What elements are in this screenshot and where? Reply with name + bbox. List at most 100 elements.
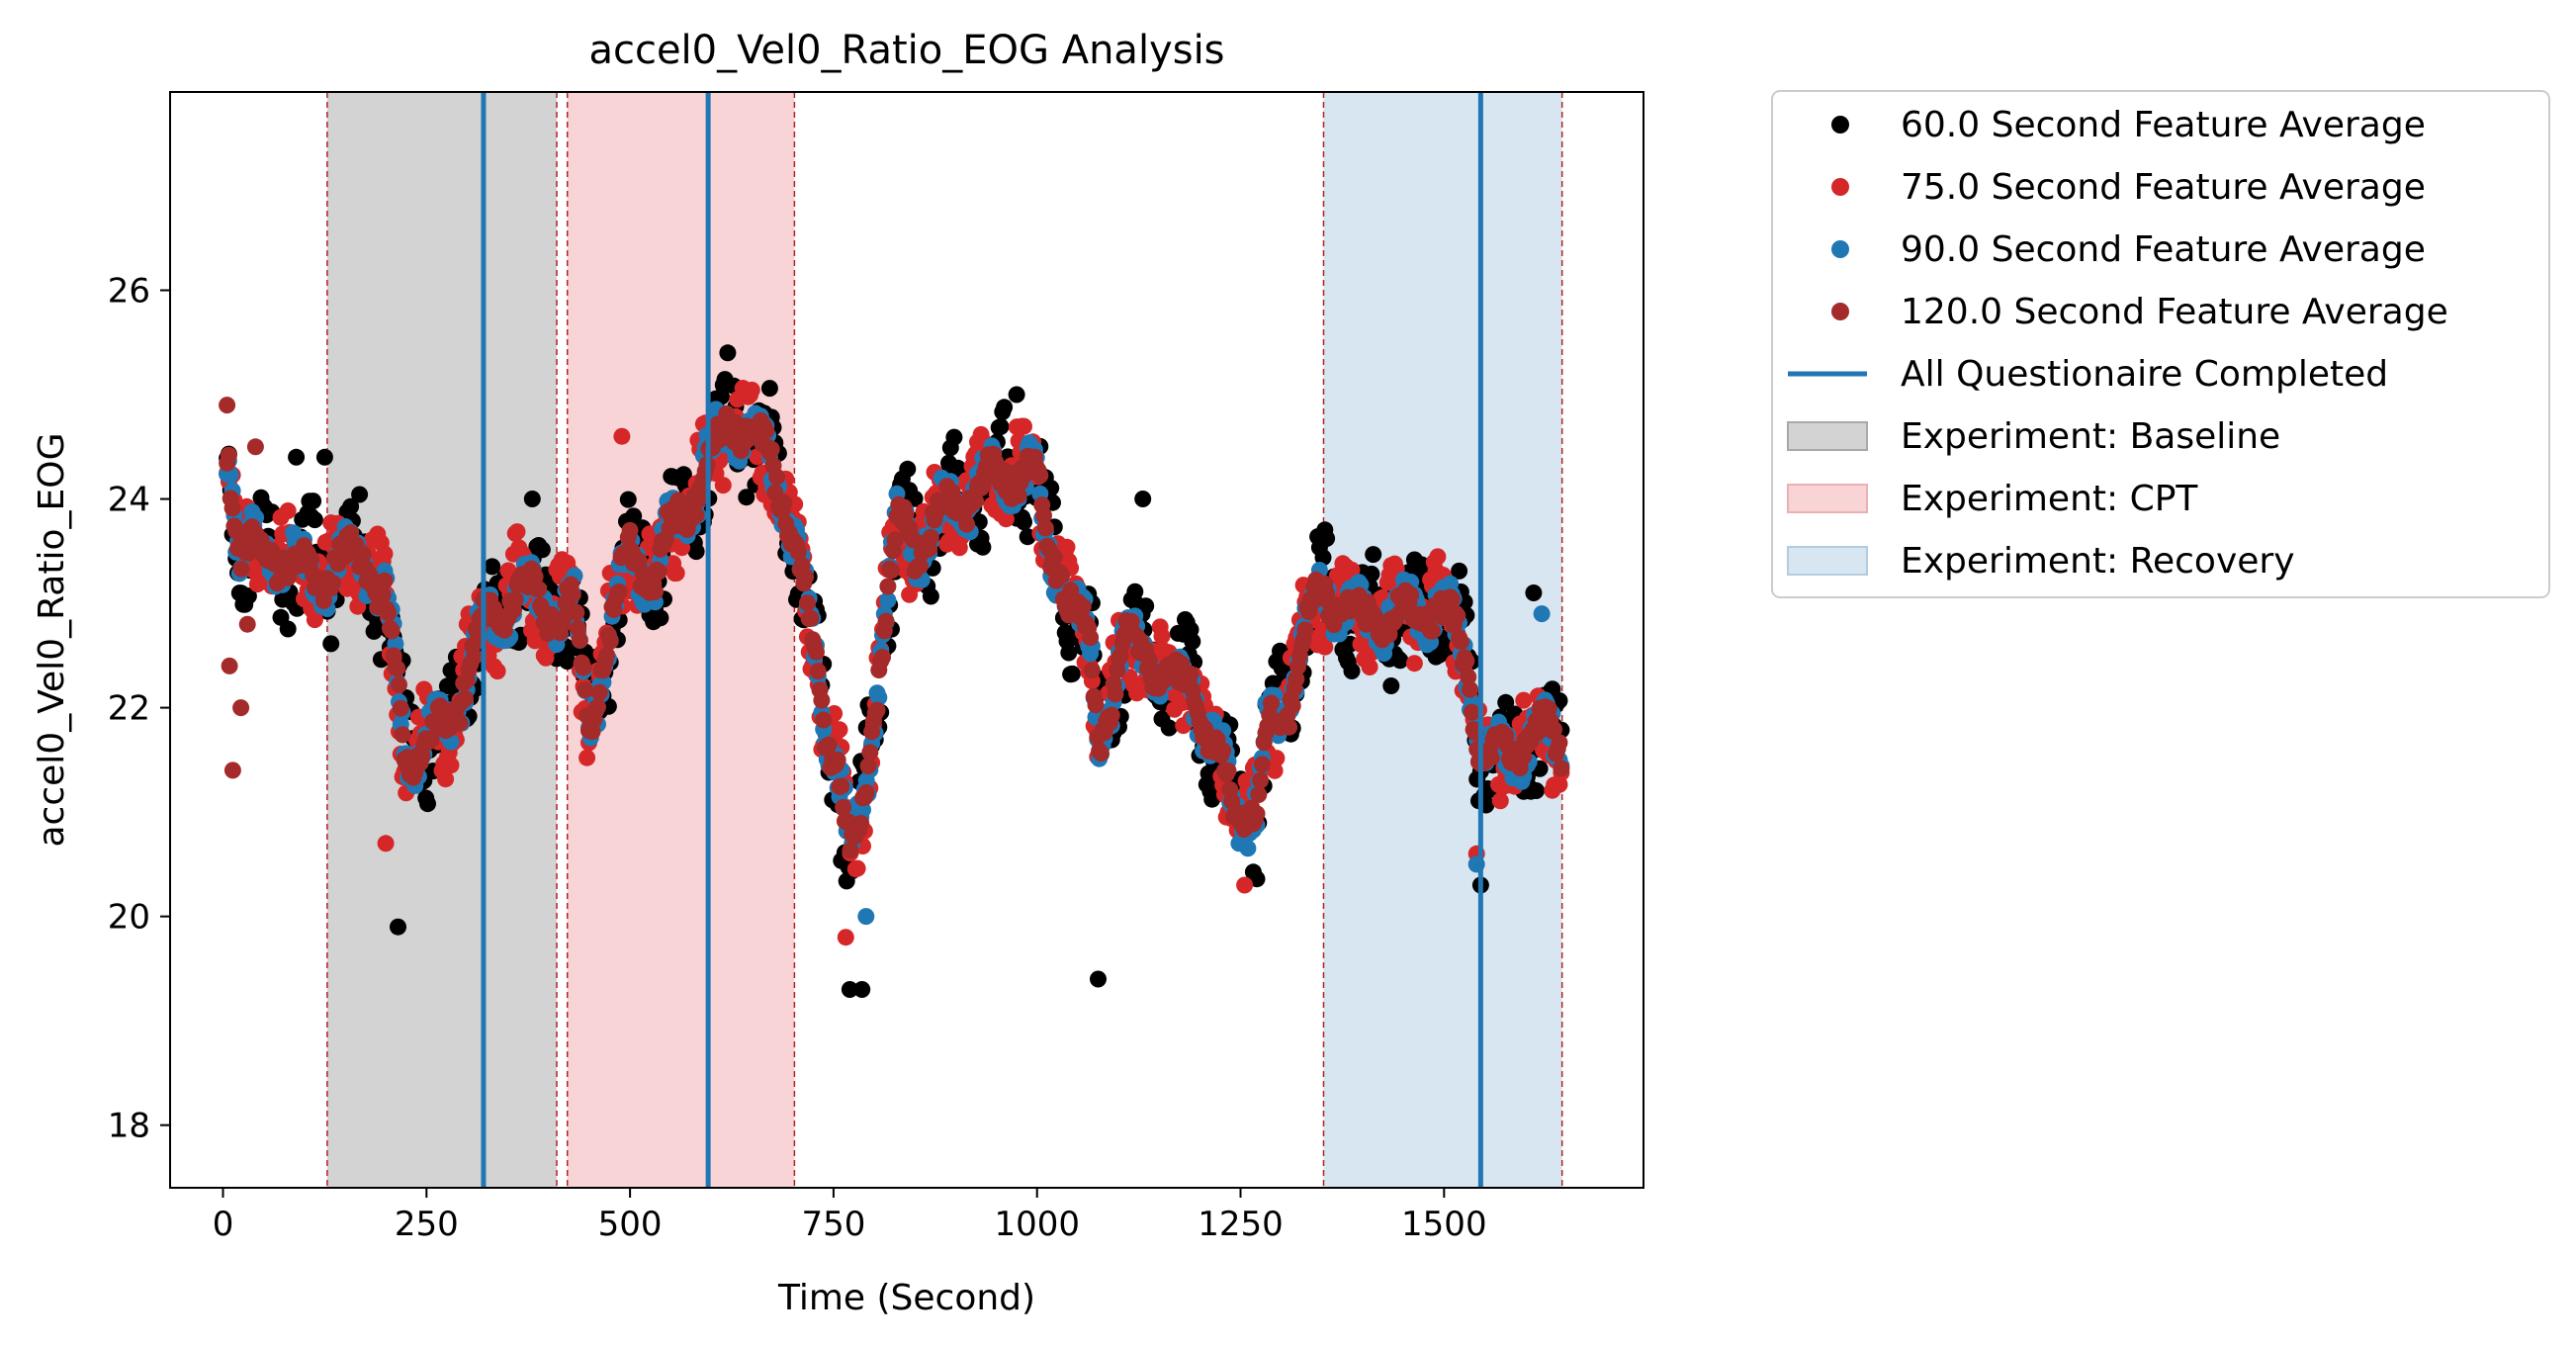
data-point-s120 xyxy=(1551,734,1568,752)
data-point-s60 xyxy=(719,344,737,362)
data-point-s120 xyxy=(897,505,915,523)
data-point-s60 xyxy=(992,417,1010,435)
data-point-s120 xyxy=(506,590,524,608)
scatter-points xyxy=(219,344,1570,998)
data-point-s60 xyxy=(1063,665,1081,682)
data-point-s120 xyxy=(590,683,608,701)
data-point-s120 xyxy=(303,550,320,568)
data-point-s60 xyxy=(1451,562,1468,580)
data-point-s75 xyxy=(1153,627,1171,645)
data-point-s120 xyxy=(883,562,900,580)
data-point-s75 xyxy=(376,545,394,563)
data-point-s60 xyxy=(306,511,323,529)
data-point-s120 xyxy=(833,777,850,795)
data-point-s120 xyxy=(813,691,831,709)
data-point-s90 xyxy=(870,688,888,706)
data-point-s120 xyxy=(762,440,780,458)
data-point-s60 xyxy=(1184,633,1201,651)
data-point-s120 xyxy=(1248,805,1266,823)
data-point-s75 xyxy=(997,510,1015,528)
data-point-s75 xyxy=(489,663,506,680)
data-point-s120 xyxy=(1010,487,1027,504)
data-point-s120 xyxy=(466,648,483,666)
data-point-s75 xyxy=(377,835,395,852)
data-point-s120 xyxy=(886,531,904,549)
data-point-s120 xyxy=(1296,621,1314,639)
data-point-s60 xyxy=(419,795,436,813)
data-point-s60 xyxy=(1528,782,1545,799)
data-point-s75 xyxy=(1268,750,1286,767)
data-point-s120 xyxy=(1281,718,1298,736)
data-point-s60 xyxy=(288,448,306,466)
data-point-s120 xyxy=(1263,694,1280,712)
data-point-s120 xyxy=(391,675,407,693)
legend-label-75s: 75.0 Second Feature Average xyxy=(1901,167,2426,208)
data-point-s120 xyxy=(1460,669,1477,685)
data-point-s120 xyxy=(1053,567,1071,584)
y-axis-ticks: 18 20 22 24 26 xyxy=(108,271,170,1146)
data-point-s75 xyxy=(1429,548,1447,566)
data-point-s75 xyxy=(1016,417,1032,435)
data-point-s120 xyxy=(219,397,236,414)
x-tick-label: 1500 xyxy=(1401,1205,1487,1244)
data-point-s120 xyxy=(232,560,250,578)
data-point-s75 xyxy=(1236,876,1254,894)
data-point-s120 xyxy=(802,609,820,627)
data-point-s120 xyxy=(221,657,238,674)
data-point-s60 xyxy=(853,981,871,998)
data-point-s120 xyxy=(877,612,895,630)
data-point-s120 xyxy=(835,799,852,816)
data-point-s75 xyxy=(578,749,596,766)
x-tick-label: 1250 xyxy=(1198,1205,1284,1244)
data-point-s120 xyxy=(1074,597,1092,615)
data-point-s120 xyxy=(232,699,250,717)
data-point-s120 xyxy=(1284,697,1301,715)
data-point-s120 xyxy=(223,499,241,517)
legend-swatch-baseline xyxy=(1787,421,1868,451)
legend-marker-60s xyxy=(1831,116,1849,134)
legend-label-baseline: Experiment: Baseline xyxy=(1901,416,2280,457)
data-point-s60 xyxy=(390,918,406,936)
data-point-s120 xyxy=(797,568,815,585)
data-point-s60 xyxy=(1363,565,1380,583)
legend-marker-75s xyxy=(1831,178,1849,196)
legend-label-questionnaire: All Questionaire Completed xyxy=(1901,354,2388,395)
data-point-s75 xyxy=(743,381,760,399)
y-tick-label: 24 xyxy=(108,481,150,520)
data-point-s120 xyxy=(1288,671,1305,688)
data-point-s75 xyxy=(1515,691,1533,709)
data-point-s120 xyxy=(912,557,929,575)
data-point-s90 xyxy=(1533,605,1551,623)
data-point-s120 xyxy=(1087,696,1105,714)
data-point-s120 xyxy=(610,583,628,600)
data-point-s120 xyxy=(1449,607,1466,624)
data-point-s60 xyxy=(1382,677,1400,694)
data-point-s120 xyxy=(575,659,592,676)
data-point-s120 xyxy=(380,604,398,622)
data-point-s120 xyxy=(1402,586,1420,603)
x-tick-label: 500 xyxy=(598,1205,663,1244)
legend-label-cpt: Experiment: CPT xyxy=(1901,479,2198,519)
data-point-s75 xyxy=(1343,561,1361,579)
x-tick-label: 1000 xyxy=(994,1205,1080,1244)
data-point-s60 xyxy=(1391,652,1409,670)
y-axis-label: accel0_Vel0_Ratio_EOG xyxy=(32,433,72,848)
data-point-s120 xyxy=(809,663,827,680)
data-point-s120 xyxy=(1463,703,1480,721)
data-point-s120 xyxy=(246,438,264,456)
data-point-s120 xyxy=(874,649,891,667)
data-point-s60 xyxy=(1008,386,1025,404)
data-point-s120 xyxy=(789,543,807,561)
data-point-s120 xyxy=(757,422,775,439)
data-point-s60 xyxy=(841,981,858,998)
legend-label-120s: 120.0 Second Feature Average xyxy=(1901,292,2448,332)
data-point-s120 xyxy=(376,572,394,589)
data-point-s60 xyxy=(1126,583,1144,600)
data-point-s60 xyxy=(1160,719,1178,737)
data-point-s120 xyxy=(1253,756,1271,773)
data-point-s60 xyxy=(1497,693,1515,711)
data-point-s120 xyxy=(857,784,875,801)
data-point-s60 xyxy=(974,538,992,556)
data-point-s120 xyxy=(1140,651,1158,669)
